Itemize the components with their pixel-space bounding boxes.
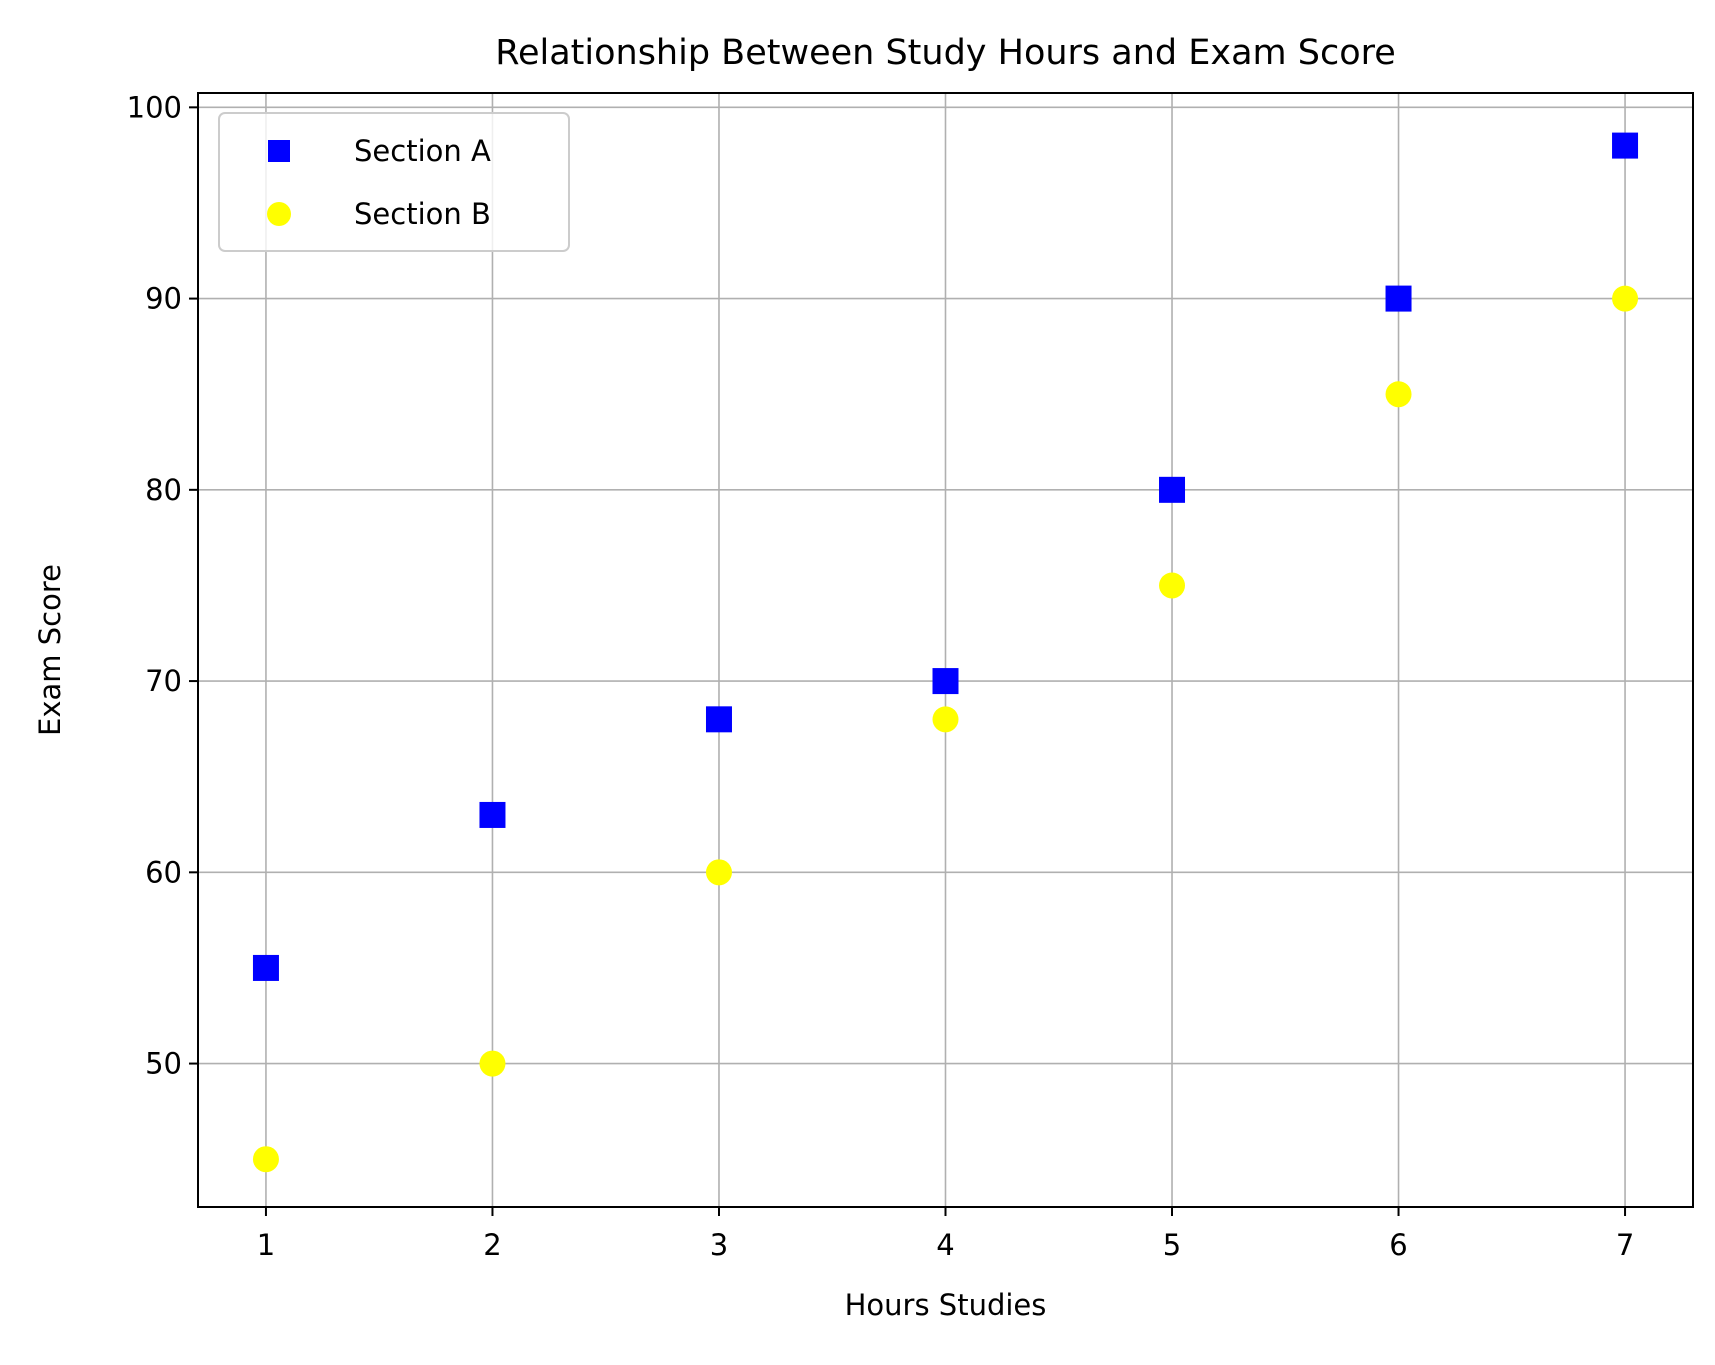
data-point-section-b xyxy=(932,706,959,733)
y-axis-label: Exam Score xyxy=(33,564,67,736)
y-tick-label: 80 xyxy=(145,473,182,507)
data-point-section-a xyxy=(705,706,732,733)
x-tick-label: 2 xyxy=(483,1228,501,1262)
y-tick-label: 90 xyxy=(145,282,182,316)
legend-label-section-b: Section B xyxy=(354,197,491,231)
x-tick-label: 4 xyxy=(936,1228,954,1262)
data-point-section-b xyxy=(252,1146,279,1173)
legend-marker-section-a xyxy=(268,140,290,162)
x-tick-label: 7 xyxy=(1616,1228,1634,1262)
legend: Section A Section B xyxy=(218,112,570,252)
y-tick-label: 50 xyxy=(145,1047,182,1081)
data-point-section-b xyxy=(479,1050,506,1077)
legend-marker-section-b xyxy=(267,202,291,226)
data-point-section-a xyxy=(1385,285,1412,312)
data-point-section-b xyxy=(1385,381,1412,408)
data-point-section-a xyxy=(932,668,959,695)
y-axis-ticks: 50 60 70 80 90 100 xyxy=(127,90,198,1081)
data-points xyxy=(252,132,1639,1173)
x-tick-label: 5 xyxy=(1163,1228,1181,1262)
y-tick-label: 100 xyxy=(127,90,182,124)
x-tick-label: 6 xyxy=(1389,1228,1407,1262)
x-tick-label: 3 xyxy=(710,1228,728,1262)
data-point-section-b xyxy=(1612,285,1639,312)
data-point-section-b xyxy=(1159,572,1186,599)
x-tick-label: 1 xyxy=(257,1228,275,1262)
data-point-section-a xyxy=(1159,476,1186,503)
y-tick-label: 60 xyxy=(145,855,182,889)
legend-box xyxy=(218,112,570,252)
data-point-section-a xyxy=(252,954,279,981)
data-point-section-b xyxy=(705,859,732,886)
x-axis-ticks: 1 2 3 4 5 6 7 xyxy=(257,1207,1634,1262)
legend-label-section-a: Section A xyxy=(354,134,491,168)
data-point-section-a xyxy=(1612,132,1639,159)
x-axis-label: Hours Studies xyxy=(845,1288,1047,1322)
chart-title: Relationship Between Study Hours and Exa… xyxy=(495,33,1396,73)
y-tick-label: 70 xyxy=(145,664,182,698)
data-point-section-a xyxy=(479,801,506,828)
